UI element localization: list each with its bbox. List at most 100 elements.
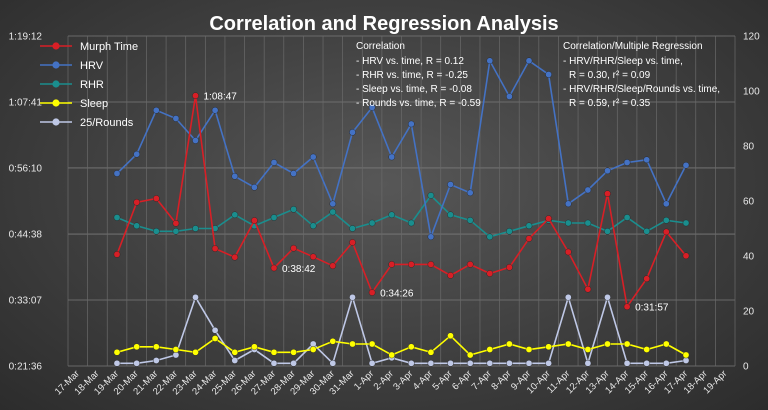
series-25-rounds (113, 293, 690, 367)
point-murph-time (427, 261, 435, 268)
point-25-rounds (545, 359, 552, 367)
y-right-tick-label: 80 (743, 142, 755, 153)
point-murph-time (349, 239, 356, 246)
chart-title: Correlation and Regression Analysis (209, 13, 558, 35)
point-murph-time (309, 253, 317, 261)
series-sleep (113, 332, 690, 359)
y-axis-right: 0 20 40 60 80 100 120 (743, 32, 760, 373)
point-murph-time (584, 285, 592, 293)
point-rhr (584, 219, 592, 227)
point-sleep (368, 340, 376, 348)
point-murph-time (663, 228, 670, 236)
point-25-rounds (486, 359, 494, 367)
point-sleep (682, 351, 690, 359)
point-hrv (172, 115, 180, 122)
point-25-rounds (427, 359, 435, 367)
point-hrv (565, 200, 572, 208)
point-25-rounds (466, 359, 474, 367)
point-hrv (270, 159, 278, 166)
point-25-rounds (270, 359, 278, 367)
point-sleep (133, 343, 140, 351)
point-25-rounds (623, 359, 631, 367)
point-rhr (466, 216, 474, 224)
legend-marker-rhr (52, 80, 60, 88)
point-murph-time (211, 245, 219, 252)
legend-label-murph-time: Murph Time (80, 41, 138, 53)
legend-label-hrv: HRV (80, 60, 104, 72)
point-rhr (506, 227, 513, 235)
point-murph-time (604, 190, 611, 197)
point-sleep (349, 340, 356, 348)
point-hrv (584, 186, 592, 194)
point-rhr (447, 211, 454, 219)
point-25-rounds (349, 293, 356, 301)
x-tick-label: 7-Apr (470, 368, 494, 392)
correlation-line-2: - RHR vs. time, R = -0.25 (356, 70, 468, 81)
point-rhr (604, 227, 611, 235)
point-rhr (113, 214, 121, 221)
x-tick-label: 2-Apr (372, 368, 396, 392)
point-25-rounds (506, 359, 513, 367)
legend: Murph Time HRV RHR Sleep 25/Rounds (40, 41, 138, 129)
callout-label: 0:38:42 (282, 264, 316, 275)
point-murph-time (172, 219, 180, 227)
point-murph-time (290, 244, 297, 252)
point-sleep (290, 348, 297, 356)
gridlines (67, 35, 736, 367)
point-sleep (525, 346, 533, 353)
correlation-line-1: - HRV vs. time, R = 0.12 (356, 56, 464, 67)
y-right-tick-label: 20 (743, 307, 755, 318)
point-murph-time (565, 248, 572, 256)
y-left-tick-label: 0:56:10 (9, 163, 43, 174)
point-murph-time (466, 261, 474, 268)
x-tick-label: 5-Apr (430, 368, 454, 392)
point-25-rounds (447, 359, 454, 367)
regression-line-1: - HRV/RHR/Sleep vs. time, (563, 56, 683, 67)
point-murph-time (388, 261, 396, 268)
point-hrv (604, 167, 611, 175)
point-25-rounds (152, 357, 160, 364)
point-sleep (251, 343, 258, 351)
legend-marker-murph-time (52, 42, 60, 50)
point-rhr (643, 227, 651, 235)
y-left-tick-label: 1:19:12 (9, 32, 43, 43)
point-rhr (368, 219, 376, 227)
point-rhr (133, 222, 140, 230)
correlation-line-3: - Sleep vs. time, R = -0.08 (356, 84, 472, 95)
point-sleep (427, 348, 435, 356)
point-hrv (643, 156, 651, 164)
line-sleep (116, 334, 687, 356)
point-25-rounds (211, 326, 219, 334)
correlation-line-0: Correlation (356, 41, 405, 52)
point-sleep (211, 335, 219, 342)
point-25-rounds (290, 359, 297, 367)
regression-line-0: Correlation/Multiple Regression (563, 41, 703, 52)
point-25-rounds (231, 357, 239, 364)
point-murph-time (152, 195, 160, 202)
point-hrv (251, 183, 258, 191)
y-axis-left: 0:21:36 0:33:07 0:44:38 0:56:10 1:07:41 1:19:… (9, 32, 43, 373)
point-murph-time (113, 251, 121, 258)
line-murph-time (116, 95, 687, 309)
y-right-tick-label: 60 (743, 197, 755, 208)
point-25-rounds (172, 351, 180, 359)
point-rhr (329, 208, 337, 216)
point-rhr (192, 225, 199, 232)
point-sleep (270, 348, 278, 356)
point-hrv (368, 104, 376, 111)
legend-marker-sleep (52, 99, 60, 107)
point-hrv (290, 170, 297, 177)
point-rhr (486, 233, 494, 241)
point-sleep (486, 346, 494, 353)
point-rhr (231, 211, 239, 219)
point-sleep (192, 348, 199, 356)
point-25-rounds (407, 359, 415, 367)
point-sleep (231, 348, 239, 356)
point-murph-time (682, 252, 690, 260)
point-rhr (388, 211, 396, 219)
y-right-tick-label: 120 (743, 32, 760, 43)
point-hrv (152, 107, 160, 114)
y-right-tick-label: 40 (743, 252, 755, 263)
series-murph-time (113, 92, 690, 311)
